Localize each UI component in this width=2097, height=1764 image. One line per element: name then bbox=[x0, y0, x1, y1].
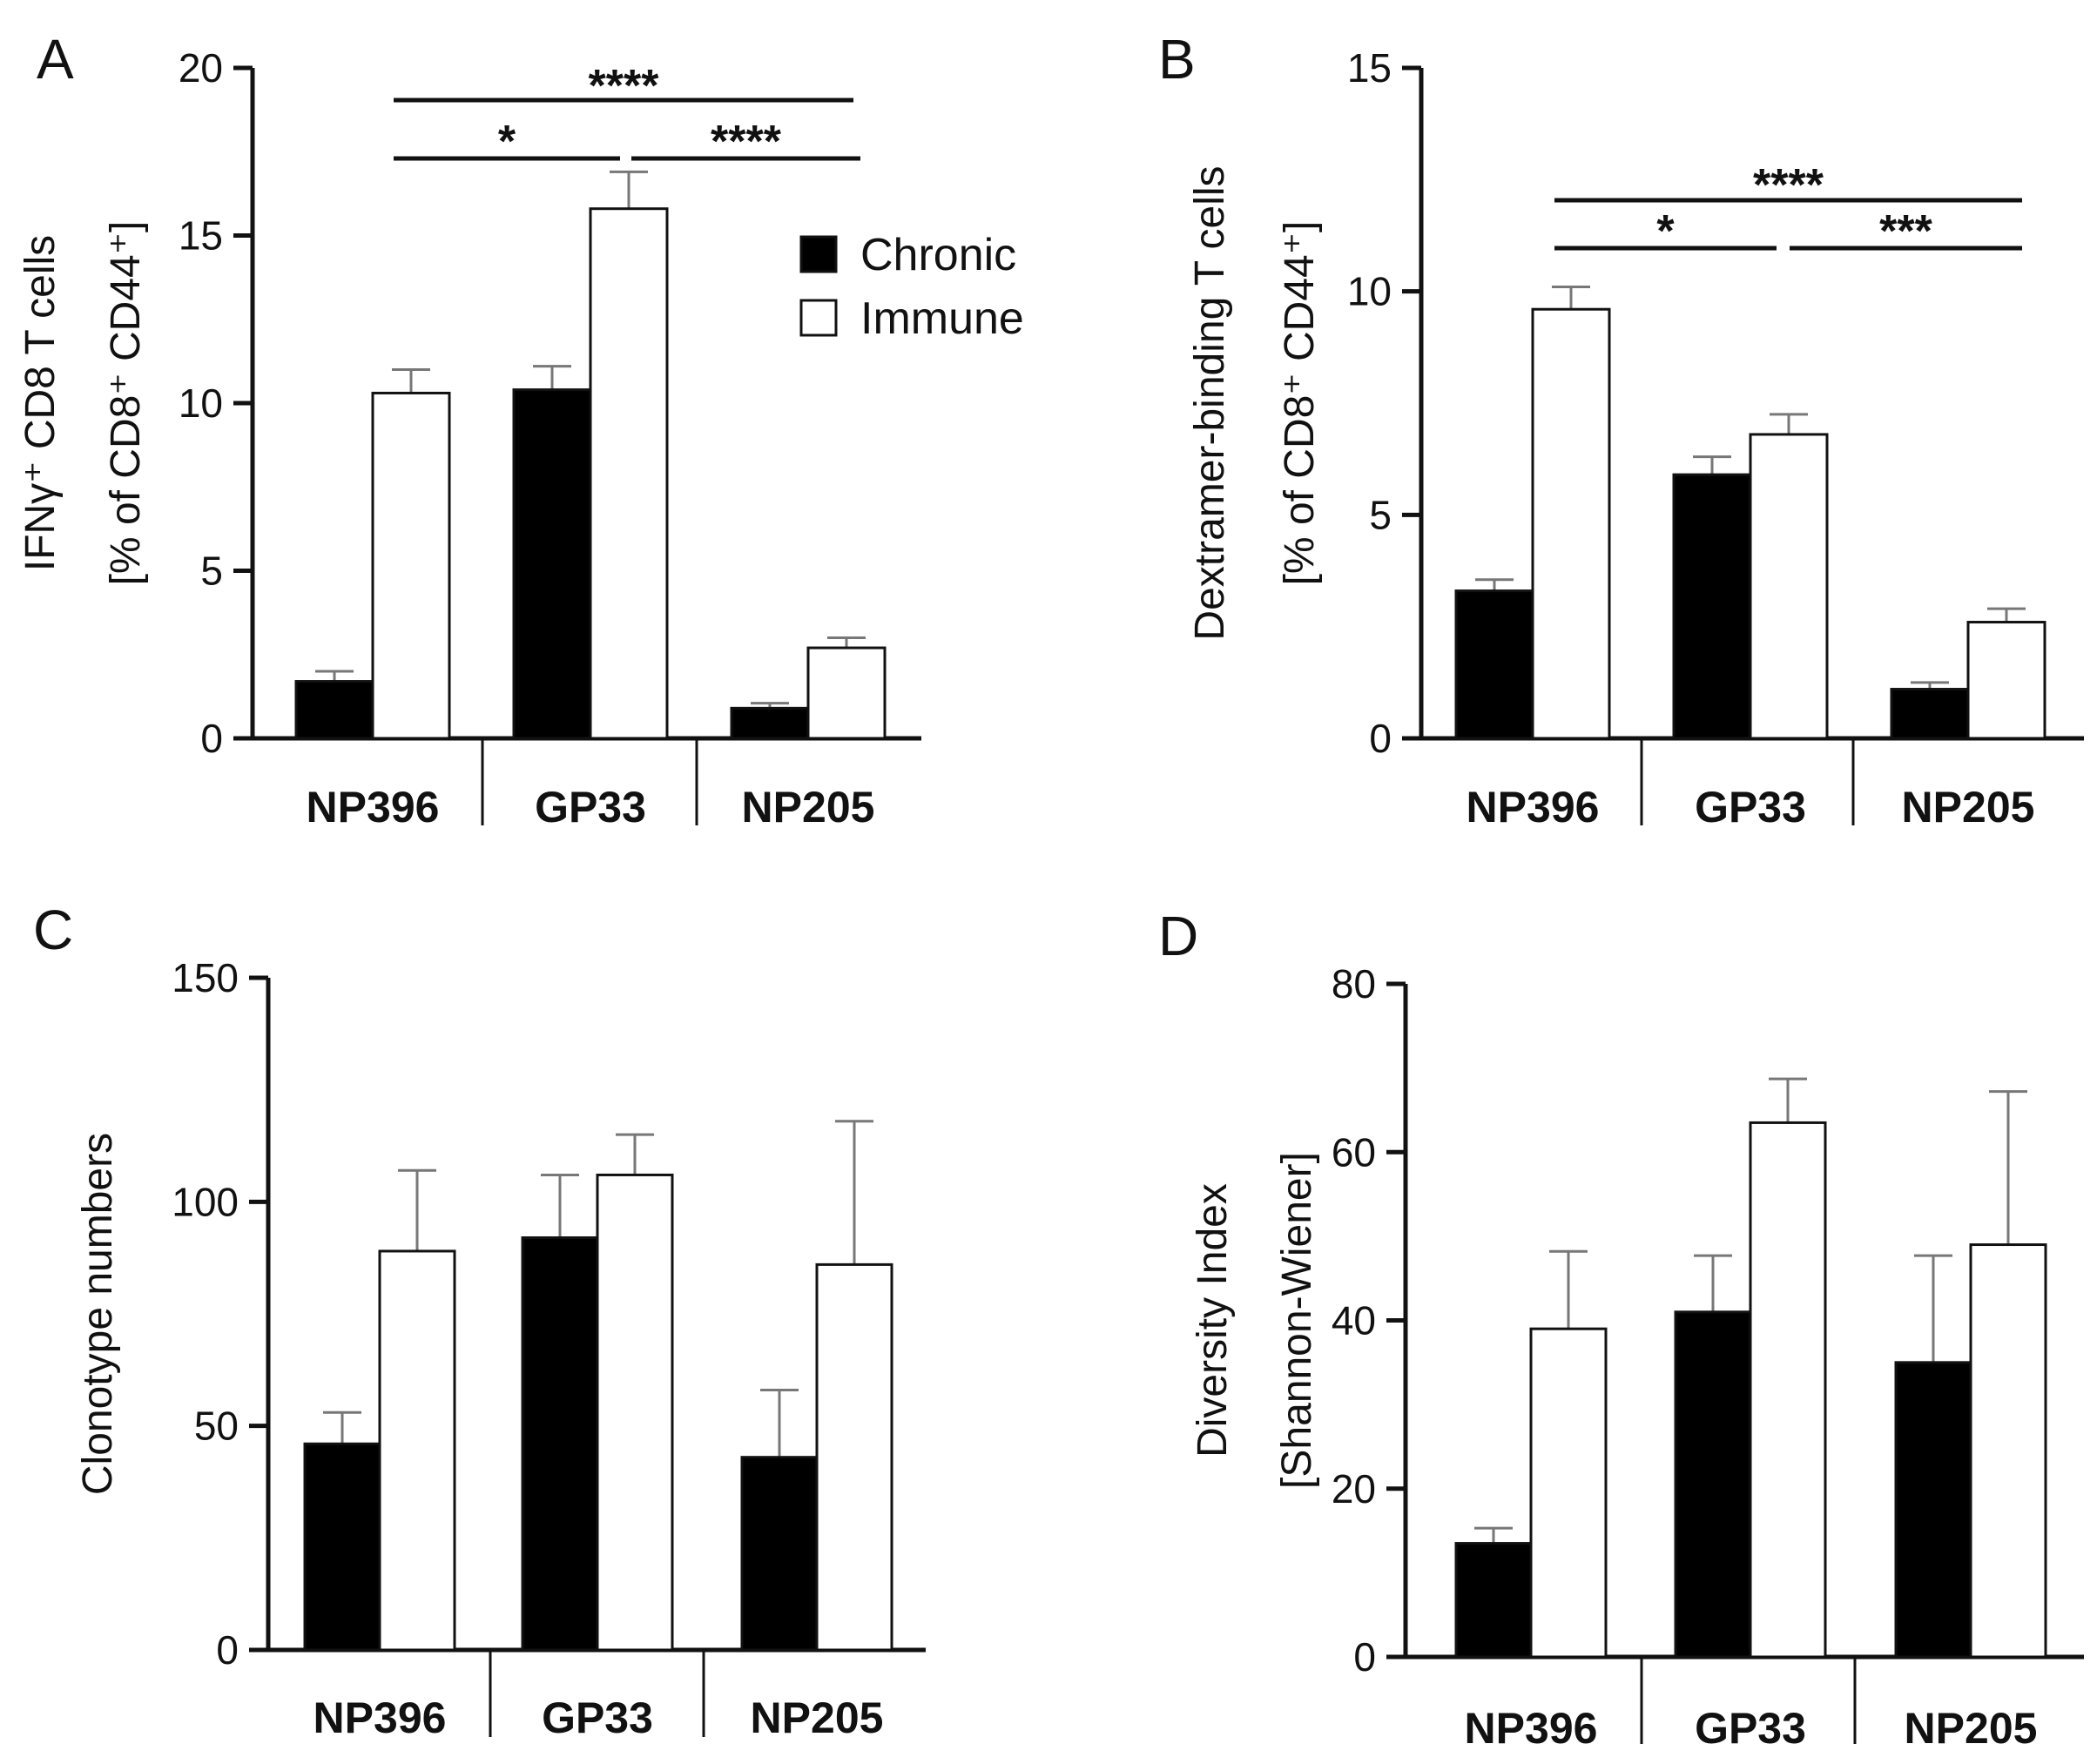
y-tick-label: 5 bbox=[1369, 492, 1392, 537]
y-tick-label: 0 bbox=[1353, 1634, 1376, 1680]
y-tick-label: 10 bbox=[179, 380, 223, 426]
category-label-np205: NP205 bbox=[742, 783, 875, 832]
y-tick-label: 60 bbox=[1332, 1129, 1376, 1175]
category-label-np396: NP396 bbox=[1465, 1704, 1598, 1753]
y-tick-label: 10 bbox=[1347, 269, 1392, 314]
category-label-np205: NP205 bbox=[1905, 1704, 2038, 1753]
y-tick-label: 0 bbox=[200, 716, 223, 761]
bar-immune-np396 bbox=[371, 391, 451, 740]
legend-swatch-immune bbox=[799, 299, 838, 337]
y-axis-label: Diversity Index bbox=[1190, 1183, 1236, 1458]
category-label-np396: NP396 bbox=[307, 783, 440, 832]
significance-label: * bbox=[1656, 206, 1675, 257]
bar-chronic-np396 bbox=[303, 1442, 381, 1652]
bar-chronic-gp33 bbox=[512, 388, 592, 740]
category-label-gp33: GP33 bbox=[542, 1693, 653, 1742]
panel-c: C 0 50 100 150 NP396 GP33 NP205 Clonotype number… bbox=[33, 899, 926, 1742]
bar-chronic-gp33 bbox=[521, 1236, 599, 1652]
panel-letter: B bbox=[1158, 28, 1196, 91]
y-tick-label: 100 bbox=[172, 1179, 239, 1224]
legend-swatch-chronic bbox=[799, 235, 838, 273]
bar-chronic-gp33 bbox=[1672, 473, 1752, 740]
y-tick-label: 5 bbox=[200, 549, 223, 594]
y-axis-label-2: [% of CD8⁺ CD44⁺] bbox=[103, 221, 149, 586]
panel-letter: A bbox=[37, 28, 74, 91]
bar-immune-np205 bbox=[1966, 621, 2046, 740]
category-label-np205: NP205 bbox=[751, 1693, 884, 1742]
y-axis-label: Dextramer-binding T cells bbox=[1187, 165, 1233, 640]
bar-chronic-np396 bbox=[1454, 589, 1534, 740]
significance-label: *** bbox=[1879, 206, 1932, 257]
bar-immune-np205 bbox=[806, 646, 887, 740]
bar-chronic-np205 bbox=[1890, 688, 1970, 740]
bar-chronic-gp33 bbox=[1674, 1310, 1752, 1659]
category-label-gp33: GP33 bbox=[1695, 783, 1806, 832]
legend: Chronic Immune bbox=[799, 230, 1024, 344]
bar-chronic-np396 bbox=[294, 680, 374, 740]
category-label-np396: NP396 bbox=[1467, 783, 1600, 832]
significance-label: **** bbox=[1753, 160, 1824, 211]
bar-chronic-np396 bbox=[1454, 1542, 1533, 1659]
y-tick-label: 20 bbox=[179, 45, 223, 91]
category-label-gp33: GP33 bbox=[535, 783, 646, 832]
panel-letter: C bbox=[33, 899, 73, 961]
significance-label: * bbox=[498, 117, 516, 167]
y-axis-label: IFNγ⁺ CD8 T cells bbox=[17, 235, 64, 571]
bar-immune-gp33 bbox=[596, 1173, 674, 1652]
bar-immune-np396 bbox=[1531, 307, 1611, 740]
legend-label-immune: Immune bbox=[860, 293, 1024, 344]
bar-immune-gp33 bbox=[1749, 433, 1829, 740]
bar-immune-np396 bbox=[1529, 1327, 1608, 1659]
significance-label: **** bbox=[589, 61, 660, 111]
bar-immune-gp33 bbox=[1749, 1121, 1827, 1659]
bar-immune-np205 bbox=[1969, 1243, 2047, 1659]
bar-immune-gp33 bbox=[589, 207, 669, 740]
y-tick-label: 0 bbox=[216, 1627, 239, 1673]
panel-d: D 0 20 40 60 80 NP396 GP33 NP205 Diversity Index [… bbox=[1158, 905, 2084, 1753]
category-label-np396: NP396 bbox=[314, 1693, 447, 1742]
category-label-gp33: GP33 bbox=[1695, 1704, 1806, 1753]
y-tick-label: 20 bbox=[1332, 1466, 1376, 1512]
y-axis-label: Clonotype numbers bbox=[75, 1133, 121, 1495]
bar-immune-np396 bbox=[378, 1249, 456, 1652]
bar-chronic-np205 bbox=[740, 1456, 819, 1652]
significance-label: **** bbox=[711, 117, 782, 167]
y-axis-label-2: [% of CD8⁺ CD44⁺] bbox=[1277, 221, 1323, 586]
panel-letter: D bbox=[1158, 905, 1198, 967]
bar-chronic-np205 bbox=[730, 706, 810, 740]
category-label-np205: NP205 bbox=[1902, 783, 2035, 832]
y-tick-label: 50 bbox=[194, 1404, 239, 1449]
bar-chronic-np205 bbox=[1894, 1361, 1972, 1659]
y-tick-label: 0 bbox=[1369, 716, 1392, 761]
y-tick-label: 80 bbox=[1332, 961, 1376, 1007]
bar-immune-np205 bbox=[815, 1262, 893, 1652]
y-tick-label: 15 bbox=[1347, 45, 1392, 91]
legend-label-chronic: Chronic bbox=[860, 230, 1016, 280]
y-tick-label: 150 bbox=[172, 955, 239, 1000]
y-tick-label: 40 bbox=[1332, 1298, 1376, 1343]
y-tick-label: 15 bbox=[179, 213, 223, 259]
y-axis-label-2: [Shannon-Wiener] bbox=[1274, 1152, 1320, 1489]
